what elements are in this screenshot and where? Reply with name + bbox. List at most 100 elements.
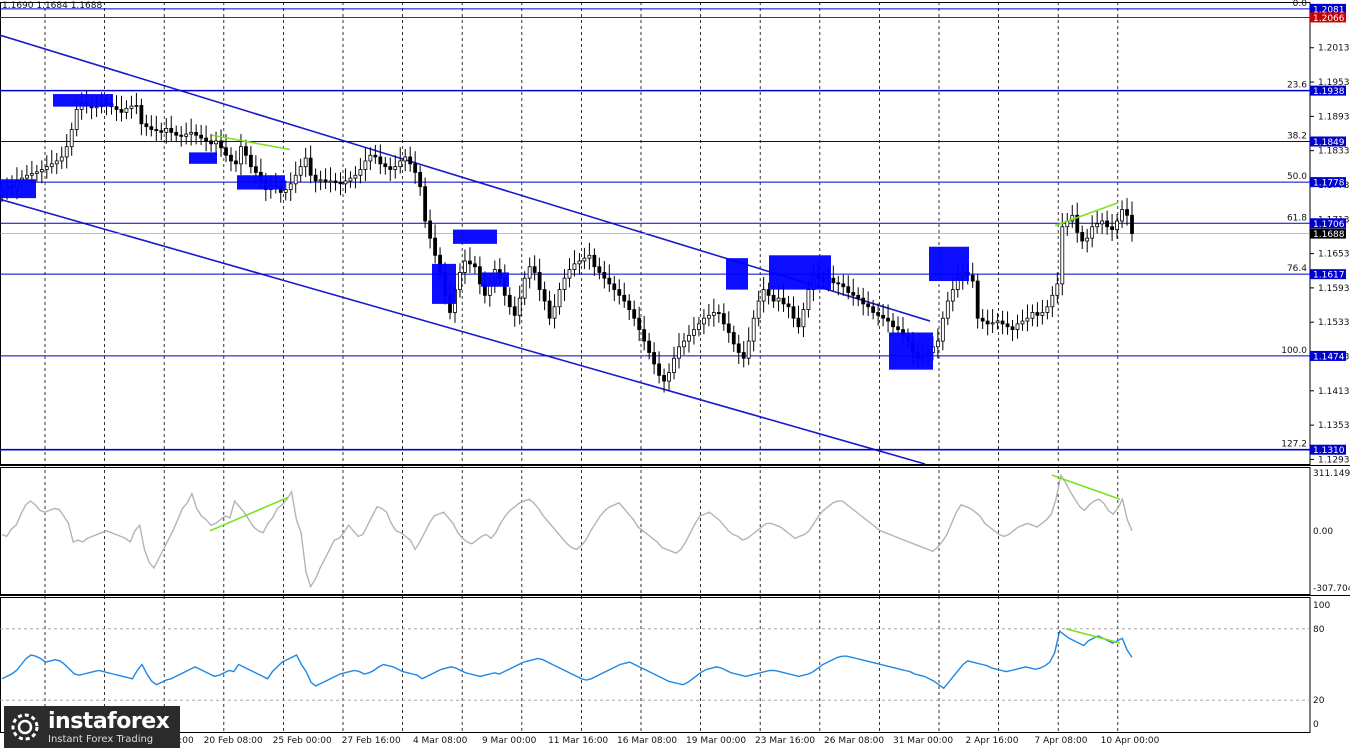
candle-body	[662, 374, 666, 382]
candle-body	[333, 180, 338, 184]
candle-body	[114, 106, 119, 110]
candle-body	[786, 303, 791, 308]
cci-panel	[1, 473, 1133, 589]
candle-body	[582, 257, 587, 262]
cci-panel-frame	[0, 467, 1311, 595]
candle-body	[44, 166, 49, 170]
cci-divergence-line	[1051, 474, 1121, 500]
candle-body	[1055, 283, 1060, 296]
fibo-price-badge	[1310, 350, 1346, 361]
candle-body	[647, 340, 652, 353]
candle-body	[477, 266, 482, 285]
time-label: 11 Mar 16:00	[548, 736, 608, 746]
candle-body	[657, 363, 661, 376]
candle-body	[1100, 220, 1105, 225]
time-label: 23 Mar 16:00	[755, 736, 815, 746]
candle-body	[338, 182, 343, 185]
fibo-price-label: 1.2081	[1313, 5, 1345, 15]
candle-body	[831, 277, 836, 284]
fibo-price-badge	[1310, 3, 1346, 14]
price-tick-label: 1.1413	[1318, 387, 1350, 397]
rsi-tick-label: 100	[1313, 601, 1330, 611]
candle-body	[69, 129, 74, 148]
candle-body	[1080, 232, 1085, 242]
cci-tick-label: -307.704	[1313, 584, 1350, 594]
candle-body	[980, 317, 985, 322]
candle-body	[194, 131, 199, 136]
candle-body	[64, 146, 69, 158]
candle-body	[169, 127, 174, 133]
candle-body	[607, 277, 612, 285]
candle-body	[945, 300, 950, 319]
candle-body	[736, 343, 741, 353]
candle-body	[234, 160, 238, 165]
candle-body	[881, 314, 886, 319]
candle-body	[622, 294, 627, 302]
candle-body	[348, 177, 353, 182]
candle-body	[547, 300, 552, 319]
time-label: 19 Mar 00:00	[686, 736, 746, 746]
time-label: 16 Mar 08:00	[617, 736, 677, 746]
cci-tick-label: 0.00	[1313, 527, 1333, 537]
fibo-price-label: 1.1778	[1313, 179, 1345, 189]
candle-body	[174, 131, 179, 136]
fibo-price-badge	[1310, 136, 1346, 147]
candle-body	[1085, 237, 1090, 242]
time-label: 7 Apr 08:00	[1035, 736, 1088, 746]
candle-body	[204, 137, 208, 142]
ohlc-readout: 1.1690 1.1684 1.1688	[2, 1, 103, 11]
pattern-highlight-box	[481, 272, 509, 287]
time-label: 9 Mar 00:00	[482, 736, 537, 746]
candle-body	[642, 329, 647, 342]
candle-body	[1015, 323, 1020, 331]
candle-body	[637, 317, 642, 331]
fibo-price-badge	[1310, 177, 1346, 188]
pattern-highlight-box	[237, 175, 285, 190]
brand-name: instaforex	[48, 709, 170, 734]
channel-lower-line	[0, 198, 926, 465]
candle-body	[403, 156, 408, 162]
candle-body	[59, 156, 64, 162]
fibo-price-badge	[1310, 85, 1346, 96]
candle-body	[318, 179, 323, 182]
candle-body	[119, 109, 124, 113]
rsi-tick-label: 0	[1313, 720, 1319, 730]
candle-body	[39, 169, 44, 173]
candle-body	[841, 283, 846, 288]
candle-body	[990, 322, 995, 325]
fibo-price-label: 1.1938	[1313, 87, 1345, 97]
candle-body	[711, 312, 716, 316]
time-label: 27 Feb 16:00	[342, 736, 401, 746]
pattern-highlight-box	[189, 152, 217, 164]
candle-body	[985, 320, 990, 325]
price-tick-label: 1.1893	[1318, 112, 1350, 122]
candle-body	[562, 277, 567, 291]
candle-body	[672, 357, 676, 373]
price-axis: 1.20131.19531.18931.18331.17731.17131.16…	[1310, 3, 1350, 730]
candle-body	[682, 340, 686, 348]
divergence-line	[211, 134, 291, 151]
candle-body	[1120, 209, 1124, 222]
candle-body	[856, 294, 861, 299]
candle-body	[567, 269, 572, 279]
candle-body	[935, 340, 940, 348]
candle-body	[1095, 223, 1100, 228]
candle-body	[248, 154, 253, 168]
candle-body	[851, 292, 856, 296]
candle-body	[1075, 214, 1080, 233]
candle-body	[1025, 317, 1030, 322]
fibo-ratio-label: 100.0	[1281, 346, 1307, 356]
time-label: 25 Feb 00:00	[273, 736, 332, 746]
divergence-line	[1054, 201, 1119, 227]
candle-body	[24, 174, 29, 179]
rsi-tick-label: 20	[1313, 696, 1325, 706]
time-label: 20 Feb 08:00	[204, 736, 263, 746]
candle-body	[224, 147, 228, 156]
pattern-highlight-box	[929, 246, 969, 282]
price-tick-label: 1.1953	[1318, 78, 1350, 88]
candle-body	[791, 306, 796, 319]
candle-body	[378, 156, 383, 165]
candle-body	[836, 282, 841, 285]
candle-body	[876, 312, 881, 316]
